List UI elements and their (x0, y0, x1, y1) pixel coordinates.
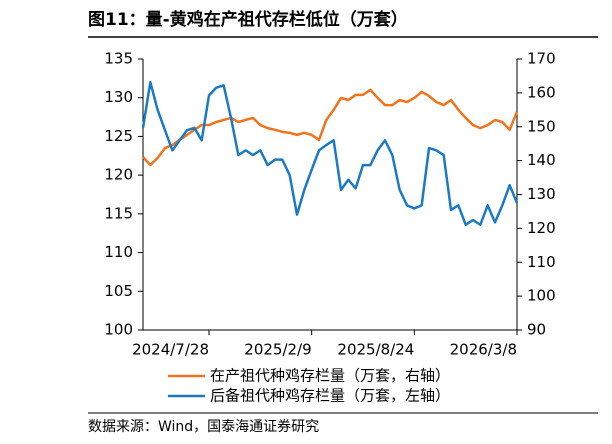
y2-tick-label: 170 (527, 50, 556, 68)
y-tick-label: 115 (104, 204, 133, 222)
x-tick-label: 2024/7/28 (132, 341, 209, 359)
chart-title: 图11：量-黄鸡在产祖代存栏低位（万套） (88, 9, 408, 30)
y-tick-label: 125 (104, 127, 133, 145)
y2-tick-label: 110 (527, 253, 556, 271)
x-tick-label: 2026/3/8 (450, 341, 517, 359)
y2-tick-label: 150 (527, 117, 556, 135)
legend-label: 在产祖代种鸡存栏量（万套，右轴） (210, 367, 450, 385)
y2-tick-label: 100 (527, 287, 556, 305)
y-tick-label: 120 (104, 166, 133, 184)
source: 数据来源：Wind，国泰海通证券研究 (88, 419, 319, 435)
series-line (142, 88, 519, 167)
legend-label: 后备祖代种鸡存栏量（万套，左轴） (210, 387, 450, 405)
y2-tick-label: 90 (527, 321, 546, 339)
y-tick-label: 130 (104, 88, 133, 106)
y2-tick-label: 160 (527, 83, 556, 101)
y-tick-label: 105 (104, 282, 133, 300)
x-tick-label: 2025/2/9 (244, 341, 311, 359)
y2-tick-label: 140 (527, 151, 556, 169)
y-tick-label: 100 (104, 321, 133, 339)
y-tick-label: 135 (104, 50, 133, 68)
y-tick-label: 110 (104, 243, 133, 261)
y2-tick-label: 130 (527, 185, 556, 203)
x-tick-label: 2025/8/24 (337, 341, 414, 359)
series-line (141, 80, 519, 226)
y2-tick-label: 120 (527, 219, 556, 237)
